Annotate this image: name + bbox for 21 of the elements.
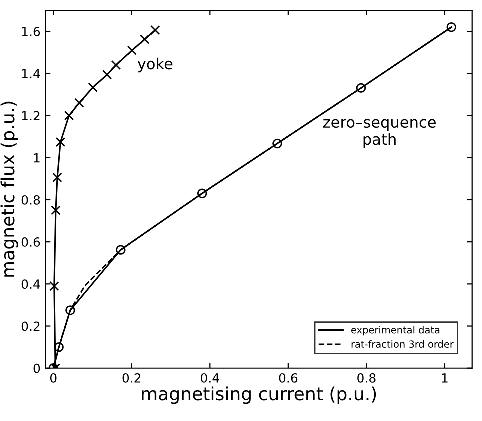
y-tick-label: 0.4	[22, 280, 40, 290]
y-tick-label: 1.6	[22, 27, 40, 36]
x-tick-label: 1	[442, 374, 448, 383]
x-axis-title: magnetising current (p.u.)	[142, 386, 376, 404]
y-tick-label: 0	[34, 364, 40, 374]
y-tick-label: 1.2	[22, 111, 40, 121]
legend-label: rat-fraction 3rd order	[352, 340, 454, 348]
y-tick-label: 0.8	[22, 195, 40, 205]
x-tick-label: 0.6	[279, 373, 298, 383]
x-tick-label: 0.4	[201, 373, 220, 383]
annotation: zero–sequence path	[323, 119, 436, 148]
x-tick-label: 0	[50, 373, 57, 383]
legend-label: experimental data	[352, 326, 440, 336]
y-tick-label: 0.2	[22, 322, 40, 332]
y-tick-label: 1	[34, 154, 40, 163]
y-tick-label: 1.4	[22, 69, 40, 78]
y-axis-title: magnetic flux (p.u.)	[0, 102, 18, 277]
x-tick-label: 0.2	[122, 373, 141, 383]
x-tick-label: 0.8	[358, 373, 376, 383]
annotation: yoke	[138, 58, 173, 73]
y-tick-label: 0.6	[22, 238, 40, 247]
